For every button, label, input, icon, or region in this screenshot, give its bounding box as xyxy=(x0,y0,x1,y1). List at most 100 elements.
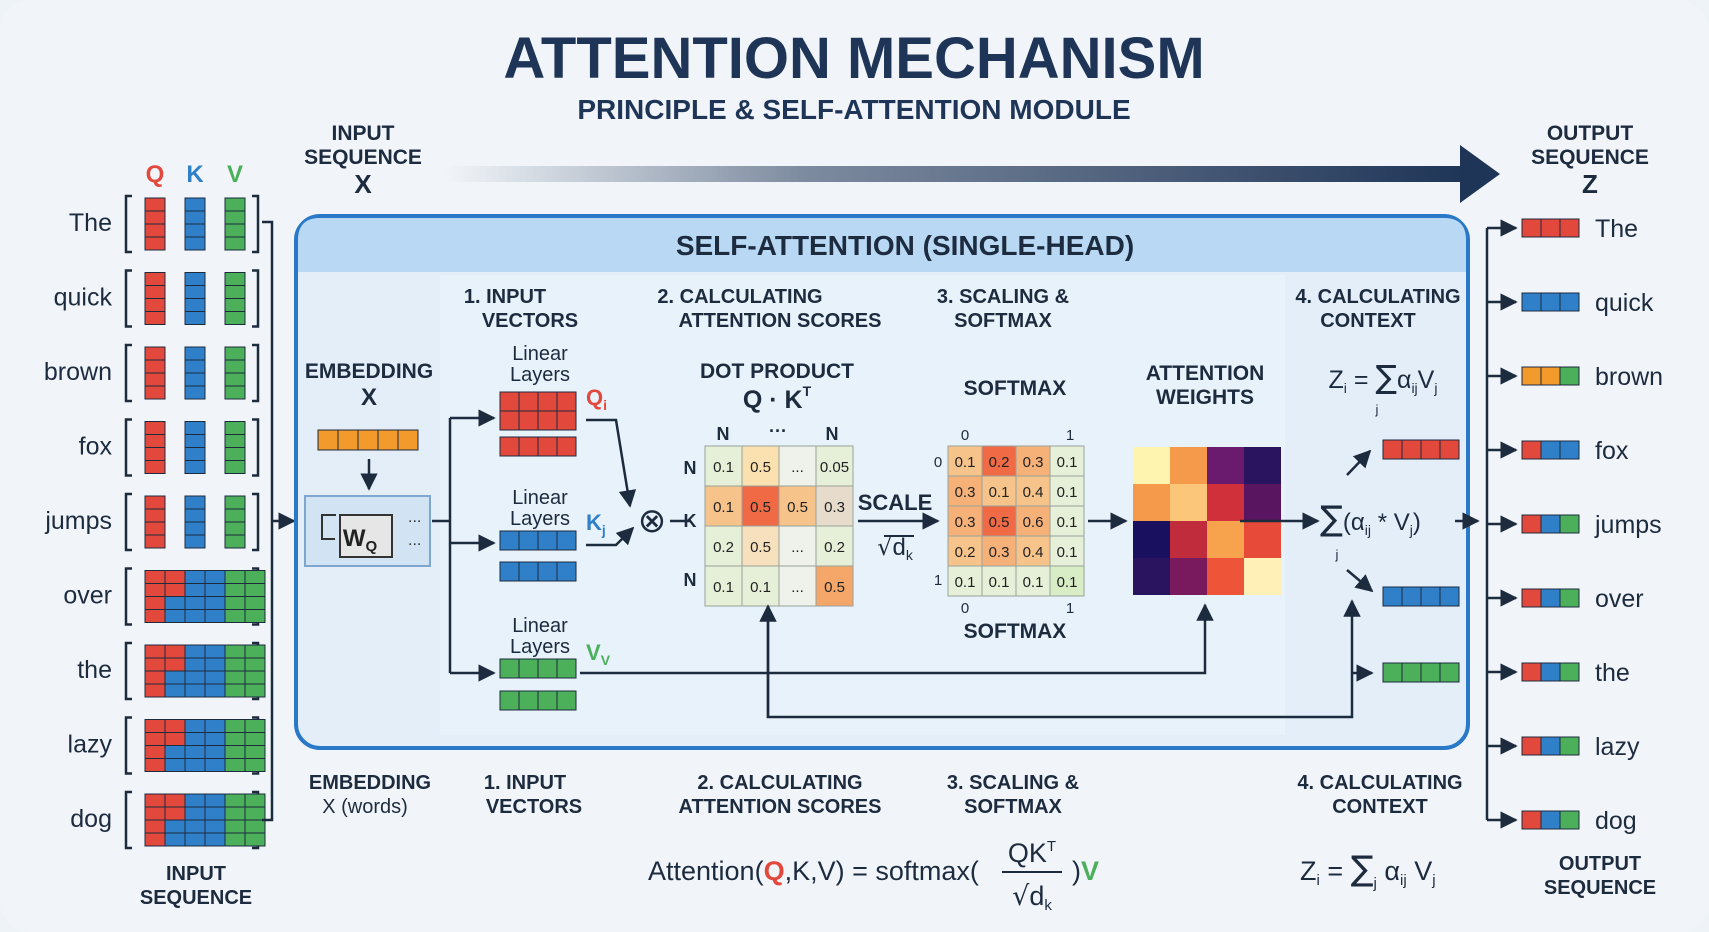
qkv-cell xyxy=(244,719,266,733)
softmax-matrix-cell xyxy=(1049,445,1085,477)
dot-matrix-value: ... xyxy=(791,579,804,596)
bottom-step-4-line-1: 4. CALCULATING xyxy=(1297,772,1462,794)
dot-matrix-value: 0.5 xyxy=(750,539,771,556)
softmax-matrix-cell xyxy=(947,445,983,477)
input-header-line-2: SEQUENCE xyxy=(304,146,422,169)
embedding-block: EMBEDDING X WQ ... ... xyxy=(304,360,433,567)
multiply-icon: ⊗ xyxy=(638,501,667,541)
context-vector-cell xyxy=(1401,586,1422,607)
qkv-cell xyxy=(184,197,206,212)
scale-block: SCALE √dk xyxy=(858,490,940,563)
softmax-matrix-value: 0.4 xyxy=(1023,544,1044,561)
qkv-cell xyxy=(184,819,206,834)
heatmap-cell xyxy=(1207,447,1244,484)
qkv-cell xyxy=(144,385,166,400)
context-vector-cell xyxy=(1420,662,1441,683)
dot-matrix-value: 0.5 xyxy=(824,579,845,596)
row-bracket-left xyxy=(124,567,132,626)
input-word-list: The quick brown fox jumps over the lazy dog xyxy=(44,194,266,850)
row-bracket-right xyxy=(252,343,260,403)
qkv-cell xyxy=(184,806,206,821)
qkv-cell xyxy=(224,832,246,847)
output-vector-cell xyxy=(1559,514,1580,534)
output-sequence-header: OUTPUT SEQUENCE Z xyxy=(1531,122,1649,199)
output-vector-cell xyxy=(1540,366,1561,386)
qkv-cell xyxy=(244,570,266,584)
context-vector-cell xyxy=(1382,586,1403,607)
input-connector xyxy=(262,220,296,822)
output-distributor xyxy=(1485,219,1518,829)
output-word-list: The quick brown fox jumps over the lazy dog xyxy=(1521,215,1663,835)
softmax-title: SOFTMAX xyxy=(964,377,1067,400)
row-bracket-right xyxy=(252,492,260,552)
dot-matrix-value: 0.3 xyxy=(824,499,845,516)
step-1-top-line-1: 1. INPUT xyxy=(464,286,546,308)
softmax-left-tick-1: 1 xyxy=(934,572,942,589)
input-word-label: lazy xyxy=(68,731,113,759)
output-vector-cell xyxy=(1521,366,1542,386)
qkv-cell xyxy=(144,745,166,759)
embedding-title-line-1: EMBEDDING xyxy=(305,360,433,383)
qkv-cell xyxy=(224,570,246,584)
linear-layer-cell xyxy=(556,658,577,679)
qkv-cell xyxy=(164,793,186,808)
output-word-row: over xyxy=(1521,585,1644,613)
softmax-top-tick-1: 1 xyxy=(1066,427,1074,444)
attention-weights-block: ATTENTION WEIGHTS xyxy=(1133,362,1281,595)
qkv-cell xyxy=(184,495,206,510)
qkv-cell xyxy=(224,311,246,325)
dot-matrix-cell xyxy=(741,525,780,567)
qkv-cell xyxy=(184,372,206,387)
qkv-cell xyxy=(244,793,266,808)
qkv-cell xyxy=(184,683,206,698)
qkv-cell xyxy=(224,683,246,698)
qkv-cell xyxy=(244,657,266,672)
qkv-cell xyxy=(144,609,166,623)
output-vector-cell xyxy=(1521,810,1542,830)
input-word-label: brown xyxy=(44,358,112,386)
qkv-cell xyxy=(184,670,206,685)
qkv-cell xyxy=(184,223,206,238)
qkv-cell xyxy=(164,732,186,746)
input-sequence-header: INPUT SEQUENCE X xyxy=(304,122,422,199)
qkv-cell xyxy=(244,644,266,659)
output-vector-cell xyxy=(1540,218,1561,238)
scale-denominator: √dk xyxy=(877,533,914,563)
linear-outputs: Qi Kj VV xyxy=(586,385,611,668)
heatmap-cell xyxy=(1133,558,1170,595)
dot-matrix-cell xyxy=(778,525,817,567)
qkv-cell xyxy=(204,570,226,584)
softmax-matrix-cell xyxy=(1049,505,1085,537)
qkv-cell xyxy=(224,609,246,623)
input-word-label: fox xyxy=(79,433,113,461)
context-vector-cell xyxy=(1401,439,1422,460)
output-vector-cell xyxy=(1559,810,1580,830)
qkv-cell xyxy=(184,285,206,299)
qkv-cell xyxy=(204,745,226,759)
output-vector-cell xyxy=(1521,588,1542,608)
qkv-cell xyxy=(144,298,166,312)
qkv-cell xyxy=(224,583,246,597)
context-vector-cell xyxy=(1439,586,1460,607)
output-vector-cell xyxy=(1521,736,1542,756)
qkv-cell xyxy=(144,758,166,772)
dot-matrix-value: 0.1 xyxy=(713,579,734,596)
qkv-cell xyxy=(224,460,246,474)
step-3-top-line-2: SOFTMAX xyxy=(954,310,1052,332)
qkv-cell xyxy=(244,683,266,698)
softmax-matrix-value: 0.1 xyxy=(1057,454,1078,471)
output-word-label: fox xyxy=(1595,437,1629,465)
qkv-cell xyxy=(224,223,246,238)
softmax-top-tick-0: 0 xyxy=(961,427,969,444)
output-word-label: quick xyxy=(1595,289,1654,317)
heatmap-cell xyxy=(1207,484,1244,521)
dot-matrix-cell xyxy=(815,485,854,527)
heatmap-cell xyxy=(1133,447,1170,484)
context-vector-cell xyxy=(1382,439,1403,460)
embedding-cell xyxy=(337,429,359,451)
qkv-cell xyxy=(144,719,166,733)
qkv-cell xyxy=(184,421,206,435)
output-word-label: the xyxy=(1595,659,1630,687)
qkv-cell xyxy=(144,236,166,251)
output-word-label: jumps xyxy=(1594,511,1662,539)
